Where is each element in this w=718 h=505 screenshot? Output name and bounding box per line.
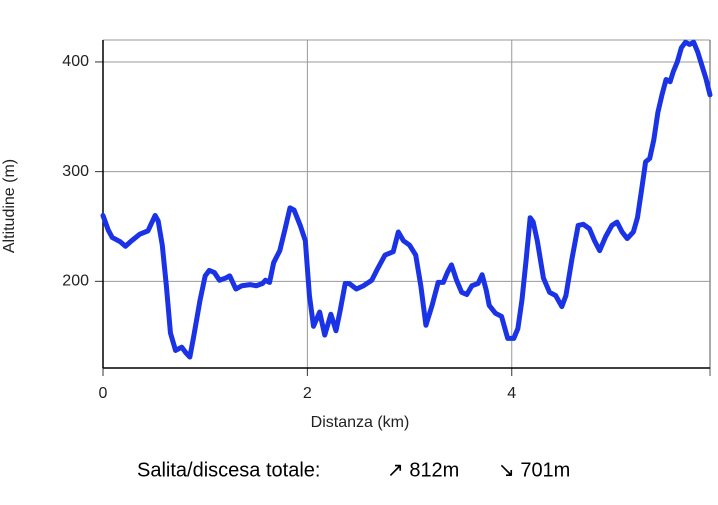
- ascent: ↗ 812m: [387, 459, 459, 481]
- x-tick-label: 4: [507, 385, 516, 402]
- x-tick-label: 0: [99, 385, 108, 402]
- elevation-line: [100, 39, 713, 360]
- x-axis-label: Distanza (km): [311, 414, 410, 431]
- y-tick-label: 400: [62, 53, 89, 70]
- y-axis-label: Altitudine (m): [1, 159, 18, 253]
- y-tick-label: 300: [62, 163, 89, 180]
- x-tick-label: 2: [303, 385, 312, 402]
- y-tick-label: 200: [62, 273, 89, 290]
- descent: ↘ 701m: [498, 459, 570, 481]
- summary-label: Salita/discesa totale:: [137, 459, 320, 481]
